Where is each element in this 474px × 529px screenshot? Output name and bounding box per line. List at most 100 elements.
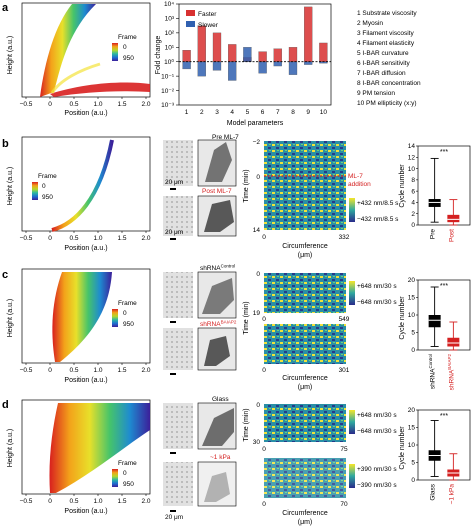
c-box-ytick-label: 5 xyxy=(411,330,415,337)
panel-letter-a: a xyxy=(2,2,9,14)
d-box-ytick-label: 5 xyxy=(411,460,415,467)
panel-b-kymo-xunit: (μm) xyxy=(298,252,313,259)
model-parameter-5: 5 I-BAR curvature xyxy=(357,50,409,57)
panel-d-kymo-ytick-2: 30 xyxy=(253,439,261,446)
panel-c-box-ylabel: Cycle number xyxy=(399,296,406,340)
c-box-ytick-label: 15 xyxy=(408,295,416,302)
b-significance: *** xyxy=(440,149,448,156)
panel-b-kymo-ytick-3: 14 xyxy=(253,227,261,234)
panel-a-xtick-label: 1.5 xyxy=(117,101,126,108)
panel-d-cb2-minus: −390 nm/30 s xyxy=(357,482,397,489)
bar-slower-9 xyxy=(304,61,313,65)
panel-c-scalebar-1 xyxy=(170,321,176,323)
panel-c-kymograph-control xyxy=(264,273,346,313)
panel-c-xtick-label: 0.5 xyxy=(69,367,78,374)
d-box-ytick-label: 0 xyxy=(411,477,415,484)
b-box-ytick-label: 0 xyxy=(411,222,415,229)
model-parameter-7: 7 I-BAR diffusion xyxy=(357,70,406,77)
panel-c-label-control: shRNAControl xyxy=(200,264,235,273)
model-parameter-2: 2 Myosin xyxy=(357,20,383,27)
panel-b-kymo-colorbar xyxy=(349,198,355,222)
panel-c-kymo-xunit: (μm) xyxy=(298,384,313,391)
panel-a-xlabel: Position (a.u.) xyxy=(64,110,107,117)
panel-c-kymo1-xtick-2: 549 xyxy=(339,316,350,323)
bar-chart-frame xyxy=(178,3,332,106)
panel-b-cb-minus: −432 nm/8.5 s xyxy=(357,216,399,223)
panel-d-scale-label: 20 μm xyxy=(165,514,183,521)
panel-b-kymo-ytick-2: 0 xyxy=(256,174,260,181)
panel-c-kymograph-baiap2 xyxy=(264,324,346,364)
panel-a-xtick-label: 2.0 xyxy=(141,101,150,108)
bar-ytick-label: 10² xyxy=(165,30,175,37)
panel-a-ylabel: Height (a.u.) xyxy=(7,36,14,75)
b-box-ytick-label: 8 xyxy=(411,177,415,184)
panel-d-scalebar-2 xyxy=(170,510,176,512)
bar-slower-3 xyxy=(212,61,222,71)
bar-slower-1 xyxy=(182,61,191,70)
c-box-category-1: shRNABAIAP2 xyxy=(447,354,456,391)
panel-b-label-pre: Pre ML-7 xyxy=(212,134,239,141)
panel-d-xtick-label: 1.0 xyxy=(93,498,102,505)
legend-slower-swatch xyxy=(186,21,195,27)
bar-faster-4 xyxy=(228,44,237,62)
panel-d-kymo1-xtick-2: 75 xyxy=(340,446,348,453)
panel-d-scalebar-1 xyxy=(170,452,176,454)
bar-xtick-label: 10 xyxy=(320,109,328,116)
panel-a-frame-tick-950: 950 xyxy=(123,55,134,62)
bar-slower-7 xyxy=(273,61,282,67)
panel-d-xtick-label: 0.5 xyxy=(69,498,78,505)
bar-ytick-label: 10³ xyxy=(165,16,175,23)
panel-c-kymo1-xtick-1: 0 xyxy=(262,316,266,323)
panel-d-xlabel: Position (a.u.) xyxy=(64,508,107,515)
c-box-frame xyxy=(417,279,471,351)
bar-xtick-label: 1 xyxy=(185,109,189,116)
panel-c-frame-title: Frame xyxy=(118,300,137,307)
panel-b-annotation-2: addition xyxy=(348,181,371,188)
panel-b-frame-title: Frame xyxy=(38,173,57,180)
panel-d-cell-soft-overview xyxy=(163,462,193,506)
d-box-ytick-label: 20 xyxy=(408,407,416,414)
model-parameter-3: 3 Filament viscosity xyxy=(357,30,414,37)
bar-faster-7 xyxy=(273,48,282,62)
panel-b-kymo-xlabel: Circumference xyxy=(282,243,328,250)
panel-b-kymo-ytick-1: −2 xyxy=(253,139,261,146)
panel-a-frame-title: Frame xyxy=(118,34,137,41)
panel-c-cb-plus: +648 nm/30 s xyxy=(357,283,397,290)
d-box-ytick-label: 15 xyxy=(408,425,416,432)
panel-c-kymo-xlabel: Circumference xyxy=(282,375,328,382)
panel-c-label-baiap2: shRNABAIAP2 xyxy=(200,320,237,329)
bar-faster-1 xyxy=(182,50,191,62)
panel-b-boxplot: Cycle number 0 2 4 6 8 10 12 14 Pre Post *** xyxy=(399,143,471,242)
model-parameter-6: 6 I-BAR sensitivity xyxy=(357,60,410,67)
panel-d-kymograph-glass xyxy=(264,404,346,442)
panel-b-xtick-label: 0 xyxy=(48,235,52,242)
panel-c-xtick-label: 0 xyxy=(48,367,52,374)
panel-b-scalebar-2 xyxy=(170,238,176,240)
panel-d-frame-tick-0: 0 xyxy=(123,470,127,477)
model-parameter-8: 8 I-BAR concentration xyxy=(357,80,421,87)
panel-b-frame-tick-950: 950 xyxy=(42,194,53,201)
panel-d: Height (a.u.) −0.5 0 0.5 1.0 1.5 2.0 Position… xyxy=(7,396,397,526)
bar-xtick-label: 3 xyxy=(215,109,219,116)
bar-ytick-label: 10⁻³ xyxy=(161,102,175,109)
d-box-ytick-label: 10 xyxy=(408,442,416,449)
panel-d-frame-title: Frame xyxy=(118,460,137,467)
panel-a-frame-tick-0: 0 xyxy=(123,44,127,51)
panel-d-kymo-colorbar-2 xyxy=(349,464,355,488)
panel-b-scalebar-1 xyxy=(170,188,176,190)
d-box-frame xyxy=(417,409,471,481)
legend-slower-label: Slower xyxy=(198,22,219,29)
panel-d-kymo-ytick-1: 0 xyxy=(256,402,260,409)
bar-ytick-label: 10⁻² xyxy=(161,88,175,95)
panel-b-xtick-label: 1.0 xyxy=(93,235,102,242)
bar-faster-2 xyxy=(197,25,206,62)
b-box-ytick-label: 12 xyxy=(408,154,416,161)
bar-xtick-label: 2 xyxy=(200,109,204,116)
c-box-ytick-label: 20 xyxy=(408,277,416,284)
panel-d-box-ylabel: Cycle number xyxy=(399,426,406,470)
bar-ytick-label: 10¹ xyxy=(165,44,175,51)
bar-chart-ylabel: Fold change xyxy=(155,36,162,75)
panel-d-kymograph-soft xyxy=(264,458,346,498)
bar-ytick-label: 10⁰ xyxy=(164,58,174,66)
